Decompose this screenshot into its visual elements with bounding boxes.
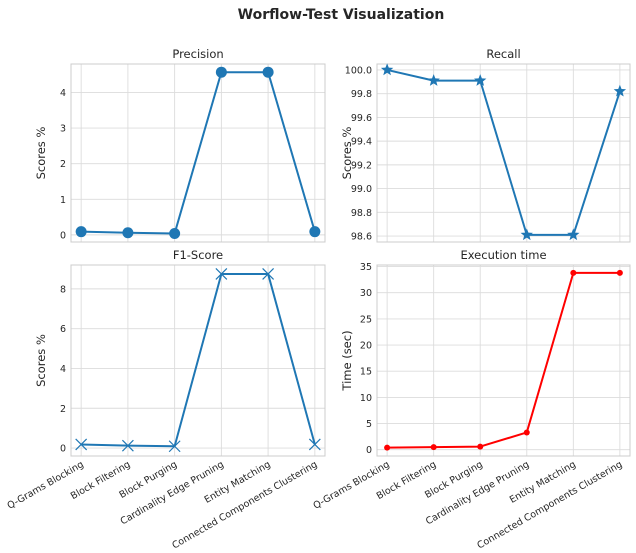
data-point (262, 66, 274, 78)
data-point (384, 444, 391, 451)
plot-frame (376, 63, 631, 243)
series-line (387, 271, 620, 449)
data-point (168, 440, 181, 453)
y-tick-label: 98.6 (351, 232, 372, 243)
y-tick-label: 0 (366, 445, 372, 456)
y-tick-label: 99.8 (351, 89, 372, 100)
y-tick-label: 20 (360, 341, 372, 352)
y-tick-label: 6 (60, 324, 66, 335)
data-point (380, 63, 394, 76)
plot-frame (70, 264, 326, 457)
figure-title: Worflow-Test Visualization (238, 7, 445, 23)
y-tick-label: 15 (360, 367, 372, 378)
chart-panel-2: 98.6 98.8 99.0 99.2 99.4 99.6 99.8 100.0 Recall S… (340, 47, 631, 243)
y-tick-label: 100.0 (345, 65, 372, 76)
data-point (122, 227, 134, 239)
y-tick-label: 2 (60, 159, 66, 170)
data-point (616, 269, 623, 276)
y-tick-label: 30 (360, 288, 372, 299)
series-line (81, 272, 316, 448)
y-tick-label: 4 (60, 364, 66, 375)
y-tick-label: 5 (366, 419, 372, 430)
data-point (169, 227, 181, 239)
data-point (75, 226, 87, 238)
series-line (386, 68, 621, 236)
data-point (430, 444, 437, 451)
chart-panel-1: 0 1 2 3 4 Precision Scores % (34, 47, 326, 243)
panel-title: Precision (172, 47, 223, 61)
y-axis-label: Scores % (34, 127, 48, 180)
plot-frame (376, 264, 631, 457)
y-tick-label: 99.6 (351, 113, 372, 124)
panel-title: Recall (486, 47, 520, 61)
panel-title: F1-Score (173, 248, 223, 262)
data-point (427, 74, 440, 86)
data-point (75, 438, 88, 451)
data-point (262, 268, 275, 280)
y-tick-label: 1 (60, 195, 66, 206)
data-point (567, 228, 580, 241)
y-tick-label: 0 (60, 230, 66, 241)
y-tick-label: 8 (60, 284, 66, 295)
data-point (520, 228, 533, 241)
data-point (308, 438, 321, 451)
y-tick-label: 2 (60, 404, 66, 415)
data-point (570, 269, 577, 276)
data-point (474, 74, 487, 86)
y-axis-label: Time (sec) (340, 330, 354, 391)
y-tick-label: 99.2 (351, 160, 372, 171)
y-axis-label: Scores % (340, 127, 354, 180)
y-tick-label: 4 (60, 88, 66, 99)
data-point (613, 84, 627, 97)
data-point (121, 439, 134, 452)
y-tick-label: 10 (360, 393, 372, 404)
series-line (81, 71, 316, 235)
data-point (477, 443, 484, 450)
y-tick-label: 25 (360, 314, 372, 325)
data-point (309, 226, 321, 238)
y-tick-label: 99.4 (351, 137, 372, 148)
y-tick-label: 3 (60, 124, 66, 135)
data-point (215, 268, 228, 280)
panel-title: Execution time (460, 248, 546, 262)
y-tick-label: 0 (60, 444, 66, 455)
plot-frame (70, 63, 326, 243)
y-tick-label: 98.8 (351, 208, 372, 219)
y-axis-label: Scores % (34, 334, 48, 387)
data-point (523, 429, 530, 436)
y-tick-label: 99.0 (351, 184, 372, 195)
y-tick-label: 35 (360, 262, 372, 273)
data-point (215, 66, 227, 78)
